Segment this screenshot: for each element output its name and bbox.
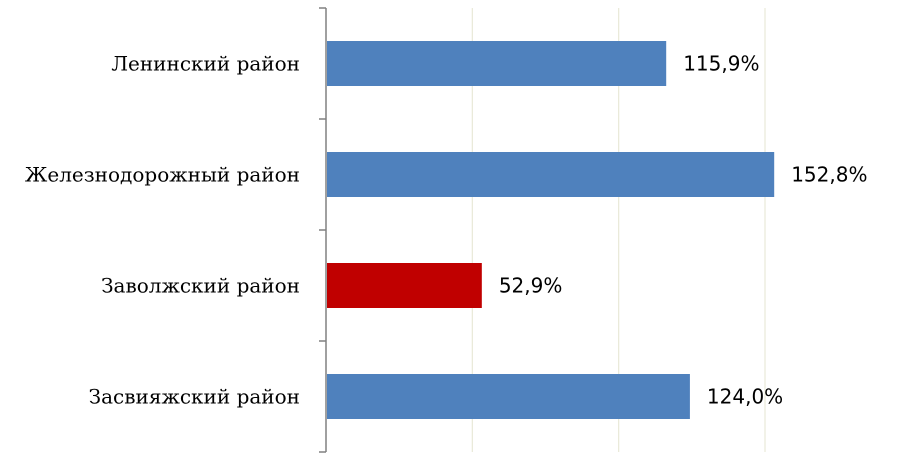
bar [327, 152, 775, 197]
value-labels: 115,9% 152,8% 52,9% 124,0% [499, 52, 868, 409]
data-label: 52,9% [499, 274, 563, 298]
bar [327, 41, 667, 86]
category-labels: Ленинский район Железнодорожный район Заво… [25, 52, 300, 409]
category-label: Засвияжский район [89, 385, 300, 409]
bars [327, 41, 775, 419]
category-label: Ленинский район [111, 52, 300, 76]
data-label: 115,9% [683, 52, 759, 76]
category-label: Железнодорожный район [25, 163, 300, 187]
category-label: Заволжский район [101, 274, 300, 298]
category-axis [319, 7, 327, 453]
bar [327, 374, 690, 419]
data-label: 152,8% [791, 163, 867, 187]
data-label: 124,0% [707, 385, 783, 409]
bar [327, 263, 482, 308]
